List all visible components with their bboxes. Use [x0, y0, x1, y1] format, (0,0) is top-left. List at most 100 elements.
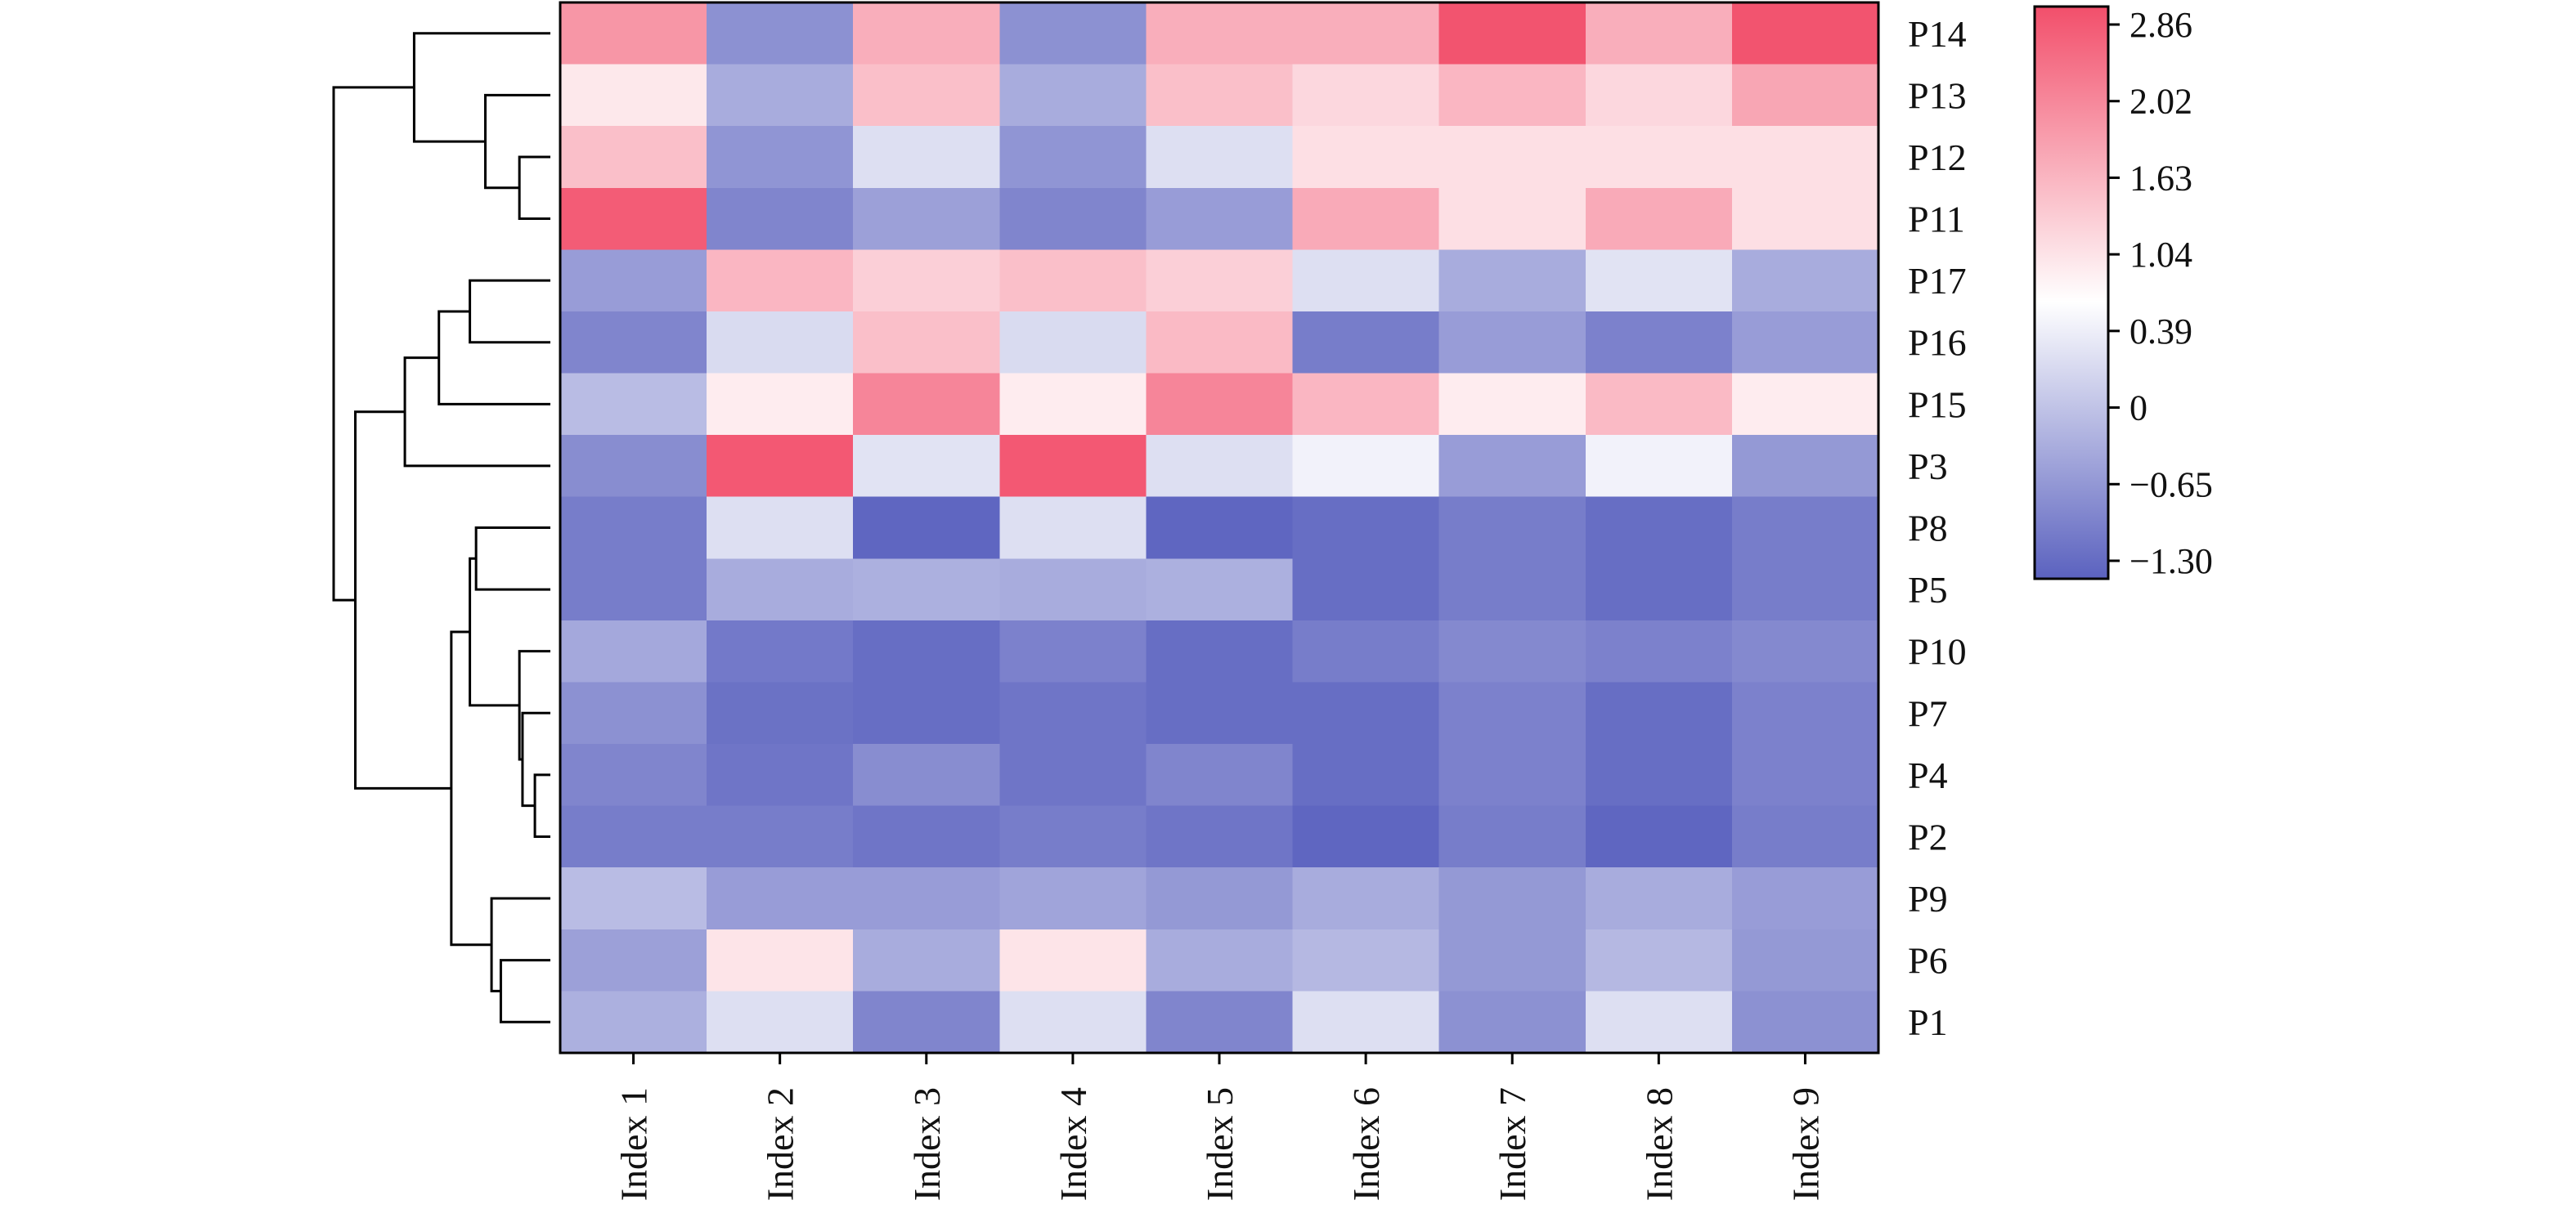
heatmap-cell [1731, 187, 1879, 250]
heatmap-cell [1731, 311, 1879, 374]
heatmap-cell [853, 249, 1000, 312]
heatmap-cell [1438, 682, 1586, 745]
heatmap-cell [560, 249, 707, 312]
colorbar-tick-label: 2.02 [2129, 82, 2192, 122]
heatmap-cell [999, 929, 1147, 992]
row-label: P14 [1908, 13, 1967, 55]
heatmap-cell [1146, 805, 1294, 868]
heatmap-cell [853, 991, 1000, 1054]
row-label: P13 [1908, 74, 1967, 116]
heatmap-cell [1146, 311, 1294, 374]
column-label: Index 9 [1784, 1087, 1826, 1201]
heatmap-cell [1292, 2, 1440, 65]
heatmap-cell [1585, 805, 1733, 868]
colorbar-tick-label: 0.39 [2129, 311, 2192, 352]
row-label: P15 [1908, 383, 1967, 425]
heatmap-cell [999, 805, 1147, 868]
heatmap-cell [1731, 929, 1879, 992]
heatmap-cell [707, 929, 854, 992]
heatmap-cell [1585, 249, 1733, 312]
heatmap-cell [999, 496, 1147, 559]
heatmap-cell [1146, 682, 1294, 745]
heatmap-cell [707, 620, 854, 683]
heatmap-cell [1438, 805, 1586, 868]
heatmap-cell [1292, 991, 1440, 1054]
row-label: P3 [1908, 446, 1948, 487]
column-label: Index 3 [906, 1087, 948, 1201]
heatmap-cell [707, 558, 854, 621]
heatmap-cell [560, 805, 707, 868]
row-labels: P14 P13 P12 P11 P17 P16 P15 P3 P8 P5 P10 P7 P4 P2 P9 P6… [1908, 13, 1967, 1043]
heatmap-cell [1585, 435, 1733, 498]
heatmap-cell [707, 64, 854, 127]
heatmap-cell [1731, 744, 1879, 807]
dendrogram-branch [354, 410, 451, 790]
colorbar-tick-label: −0.65 [2129, 464, 2213, 504]
column-label: Index 1 [613, 1087, 655, 1201]
heatmap-cell [1292, 311, 1440, 374]
row-label: P10 [1908, 631, 1967, 673]
heatmap-cell [707, 867, 854, 930]
colorbar-tick-label: 1.63 [2129, 158, 2192, 198]
dendrogram-branch [518, 155, 550, 221]
heatmap-cell [1146, 249, 1294, 312]
dendrogram-branch [499, 959, 550, 1023]
heatmap-cell [1438, 867, 1586, 930]
heatmap-cell [1146, 2, 1294, 65]
heatmap-cell [1438, 373, 1586, 436]
heatmap-cell [1585, 929, 1733, 992]
heatmap-cell [1731, 805, 1879, 868]
heatmap-cell [560, 435, 707, 498]
heatmap-cell [999, 867, 1147, 930]
heatmap-cell [853, 187, 1000, 250]
colorbar: 2.86 2.02 1.63 1.04 0.39 0 −0.65 −1.30 [2033, 5, 2213, 581]
heatmap-cell [1146, 373, 1294, 436]
heatmap-cell [853, 373, 1000, 436]
heatmap-cell [1438, 249, 1586, 312]
heatmap-cell [560, 620, 707, 683]
heatmap-cell [1292, 496, 1440, 559]
heatmap-cell [1292, 867, 1440, 930]
heatmap-cell [560, 126, 707, 189]
heatmap-cell [1585, 867, 1733, 930]
heatmap-cell [1146, 620, 1294, 683]
heatmap-cell [1731, 435, 1879, 498]
heatmap-cell [1292, 682, 1440, 745]
heatmap-cell [999, 373, 1147, 436]
heatmap-cell [1146, 867, 1294, 930]
heatmap-cell [560, 991, 707, 1054]
heatmap-cell [1292, 435, 1440, 498]
column-label: Index 5 [1199, 1087, 1241, 1201]
heatmap-cell [1438, 929, 1586, 992]
heatmap-cell [1438, 496, 1586, 559]
heatmap-cell [1292, 805, 1440, 868]
heatmap-cell [707, 126, 854, 189]
heatmap-cell [1292, 558, 1440, 621]
heatmap-cell [853, 744, 1000, 807]
column-label: Index 4 [1052, 1087, 1094, 1201]
heatmap-cell [1585, 620, 1733, 683]
heatmap-cell [1585, 558, 1733, 621]
dendrogram-branch [518, 650, 550, 761]
heatmap-cell [999, 187, 1147, 250]
dendrogram-branch [469, 279, 550, 344]
heatmap-cell [560, 373, 707, 436]
heatmap-cell [999, 682, 1147, 745]
heatmap-cell [1731, 558, 1879, 621]
heatmap-cell [1438, 311, 1586, 374]
heatmap-cell [853, 805, 1000, 868]
heatmap-cell [1585, 64, 1733, 127]
heatmap-cell [1438, 744, 1586, 807]
heatmap-cell [999, 311, 1147, 374]
column-label: Index 6 [1345, 1087, 1387, 1201]
dendrogram-branch [438, 310, 550, 405]
heatmap-cell [1585, 2, 1733, 65]
column-label: Index 7 [1492, 1087, 1533, 1201]
heatmap-cell [560, 187, 707, 250]
heatmap-cell [999, 620, 1147, 683]
heatmap-cell [1585, 991, 1733, 1054]
heatmap-cell [1146, 126, 1294, 189]
row-label: P11 [1908, 199, 1965, 240]
heatmap-cell [1146, 64, 1294, 127]
heatmap-cell [999, 64, 1147, 127]
